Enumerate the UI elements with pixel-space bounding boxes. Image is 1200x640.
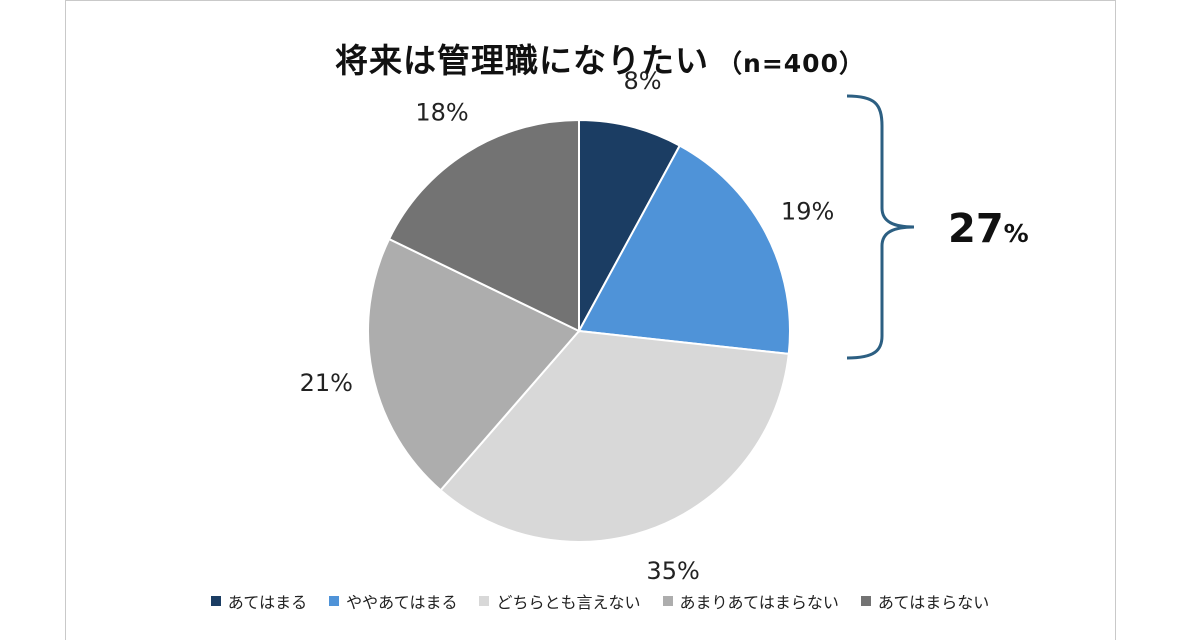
pie-slice-1	[577, 144, 791, 356]
legend-item-4: あてはまらない	[860, 589, 990, 613]
legend-swatch-0	[210, 596, 221, 606]
legend-item-1: ややあてはまる	[329, 589, 457, 613]
legend-label-4: あてはまらない	[877, 593, 990, 612]
pie-label-4: 18%	[415, 98, 468, 126]
legend-item-3: あまりあてはまらない	[662, 589, 839, 613]
pie-label-0: 8%	[623, 67, 661, 95]
pie-slice-3	[367, 237, 581, 492]
summary-total-value: 27	[948, 206, 1004, 252]
pie-slices	[367, 118, 791, 543]
pie-slice-2	[439, 329, 790, 543]
legend-label-0: あてはまる	[227, 593, 308, 612]
legend-swatch-1	[329, 596, 340, 606]
pie-label-1: 19%	[781, 197, 834, 225]
summary-total: 27%	[948, 206, 1029, 252]
chart-legend: あてはまる ややあてはまる どちらとも言えない あまりあてはまらない あてはまらない	[0, 589, 1200, 613]
chart-title-block: 将来は管理職になりたい （n=400）	[0, 34, 1200, 82]
legend-label-3: あまりあてはまらない	[679, 593, 839, 612]
pie-labels: 8% 19% 35% 21% 18%	[300, 67, 835, 585]
summary-bracket	[846, 94, 915, 360]
legend-swatch-4	[860, 596, 871, 606]
pie-slice-4	[387, 118, 580, 333]
pie-label-2: 35%	[646, 557, 699, 585]
legend-label-2: どちらとも言えない	[496, 593, 641, 612]
legend-item-0: あてはまる	[210, 589, 308, 613]
chart-subtitle: （n=400）	[717, 49, 865, 78]
summary-total-unit: %	[1003, 219, 1029, 248]
pie-chart: 8% 19% 35% 21% 18%	[300, 67, 915, 585]
legend-item-2: どちらとも言えない	[479, 589, 641, 613]
pie-label-3: 21%	[300, 369, 353, 397]
legend-label-1: ややあてはまる	[346, 593, 458, 612]
legend-swatch-2	[479, 596, 490, 606]
chart-title: 将来は管理職になりたい	[335, 41, 710, 80]
pie-slice-0	[578, 118, 682, 332]
legend-swatch-3	[662, 596, 673, 606]
